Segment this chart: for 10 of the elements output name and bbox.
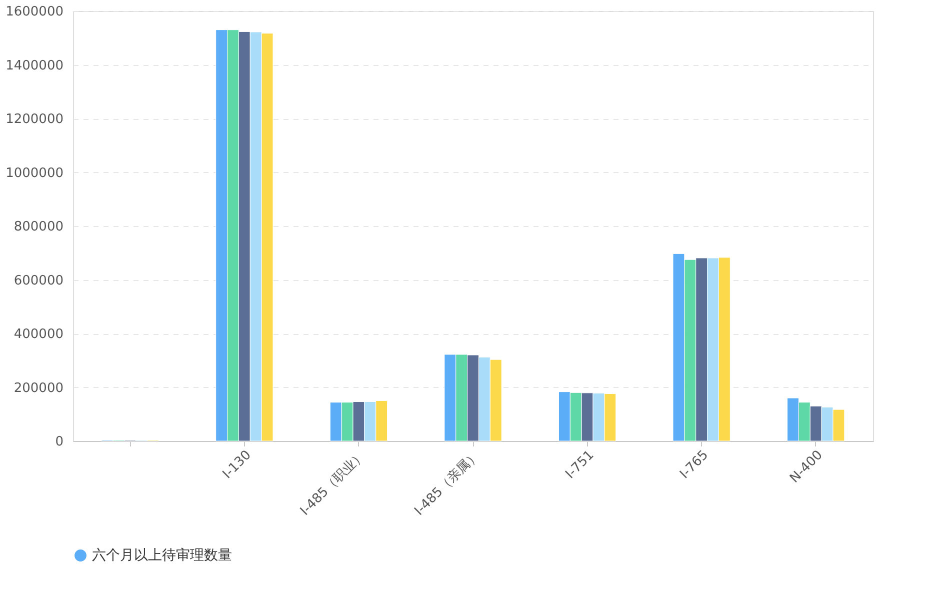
y-tick-label: 1600000 — [6, 4, 64, 20]
y-tick-label: 800000 — [14, 220, 64, 234]
y-tick-label: 200000 — [14, 380, 64, 396]
y-tick-label: 0 — [55, 434, 64, 450]
y-tick-label: 1000000 — [6, 166, 64, 181]
y-tick-label: 1200000 — [6, 112, 64, 127]
y-tick-label: 400000 — [14, 327, 64, 342]
y-tick-label: 1400000 — [6, 58, 64, 74]
y-tick-label: 600000 — [14, 273, 64, 288]
legend-label: 六个月以上待审理数量 — [92, 548, 232, 564]
